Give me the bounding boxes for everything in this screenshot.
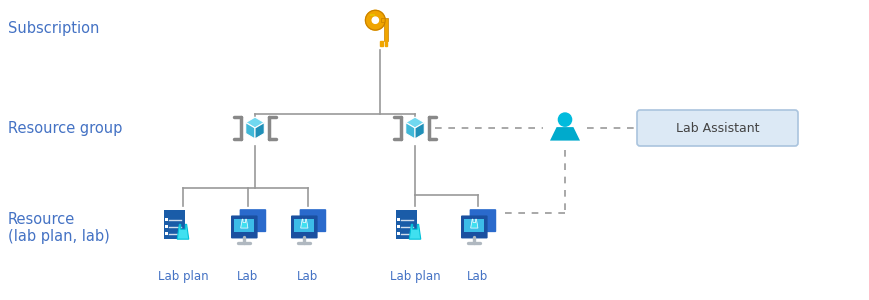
FancyBboxPatch shape (231, 215, 257, 238)
Bar (163, 210, 185, 239)
Polygon shape (408, 224, 421, 239)
Polygon shape (549, 127, 580, 141)
Bar (294, 218, 314, 232)
Circle shape (365, 10, 385, 30)
Text: Lab plan: Lab plan (389, 270, 440, 283)
Polygon shape (255, 122, 264, 139)
FancyBboxPatch shape (290, 215, 317, 238)
Bar (396, 218, 400, 221)
Text: Subscription: Subscription (8, 20, 99, 35)
Polygon shape (245, 122, 255, 139)
Polygon shape (245, 117, 264, 128)
FancyBboxPatch shape (299, 209, 326, 232)
Bar (380, 41, 382, 46)
Bar (384, 41, 387, 46)
FancyBboxPatch shape (239, 209, 266, 232)
Bar (396, 232, 400, 235)
Polygon shape (405, 117, 424, 128)
Bar (464, 218, 483, 232)
Text: Lab: Lab (297, 270, 318, 283)
FancyBboxPatch shape (469, 209, 495, 232)
Text: Resource
(lab plan, lab): Resource (lab plan, lab) (8, 212, 109, 244)
Text: Lab plan: Lab plan (157, 270, 208, 283)
FancyBboxPatch shape (636, 110, 797, 146)
Text: Lab: Lab (237, 270, 258, 283)
Polygon shape (470, 219, 477, 228)
Polygon shape (415, 122, 424, 139)
Bar (396, 225, 400, 228)
Circle shape (558, 113, 571, 126)
Polygon shape (241, 219, 248, 228)
Bar (164, 232, 168, 235)
FancyBboxPatch shape (461, 215, 487, 238)
Text: Lab Assistant: Lab Assistant (675, 122, 759, 134)
Circle shape (372, 17, 378, 23)
Polygon shape (177, 224, 189, 239)
Bar (164, 218, 168, 221)
Bar (395, 210, 416, 239)
Polygon shape (301, 219, 308, 228)
Polygon shape (405, 122, 415, 139)
Bar (235, 218, 254, 232)
Text: Resource group: Resource group (8, 121, 123, 136)
Polygon shape (381, 18, 388, 41)
Bar (164, 225, 168, 228)
Text: Lab: Lab (467, 270, 488, 283)
